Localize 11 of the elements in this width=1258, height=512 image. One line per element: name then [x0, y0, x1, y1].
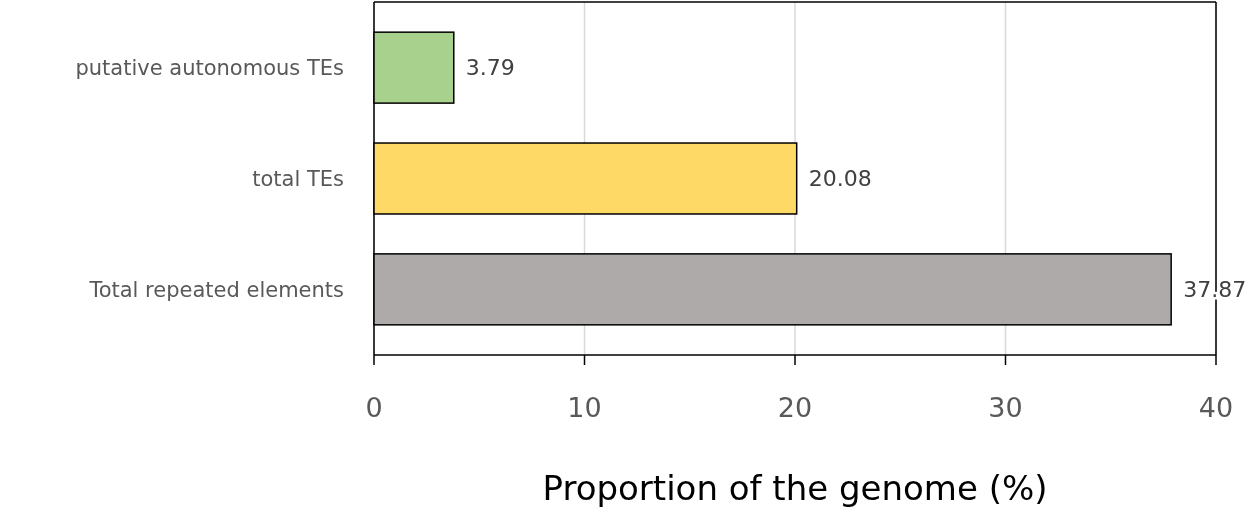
- data-label: 20.08: [808, 166, 872, 192]
- y-tick-label: putative autonomous TEs: [75, 55, 344, 80]
- x-axis-title: Proportion of the genome (%): [542, 468, 1048, 508]
- x-tick-label: 10: [567, 392, 602, 423]
- x-tick-label: 0: [365, 392, 383, 423]
- data-label: 3.79: [465, 55, 515, 81]
- y-tick-label: Total repeated elements: [88, 277, 344, 302]
- x-tick-label: 20: [777, 392, 813, 423]
- x-tick-label: 30: [988, 392, 1023, 423]
- x-tick-label: 40: [1198, 392, 1234, 423]
- y-tick-label: total TEs: [252, 166, 344, 191]
